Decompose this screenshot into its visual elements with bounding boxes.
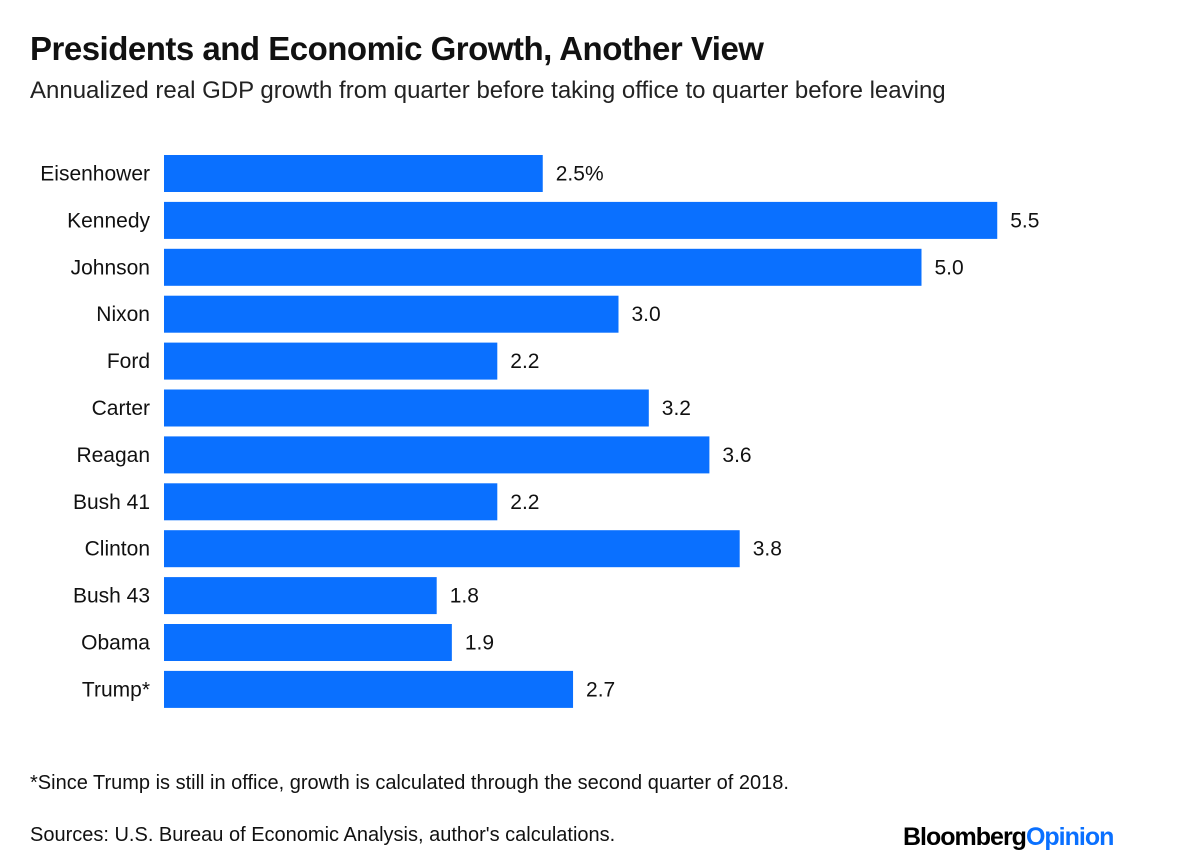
bar bbox=[164, 248, 922, 286]
logo-opinion: Opinion bbox=[1025, 823, 1114, 851]
category-label: Ford bbox=[107, 350, 150, 373]
bar bbox=[164, 624, 452, 661]
category-label: Obama bbox=[81, 632, 150, 655]
bar bbox=[164, 342, 498, 380]
footnote: *Since Trump is still in office, growth … bbox=[30, 772, 789, 794]
bar bbox=[164, 201, 998, 239]
bar bbox=[164, 670, 574, 708]
logo-bloomberg: Bloomberg bbox=[903, 823, 1027, 851]
chart-title: Presidents and Economic Growth, Another … bbox=[30, 30, 764, 67]
value-label: 2.5% bbox=[556, 163, 604, 186]
category-label: Bush 41 bbox=[73, 491, 150, 514]
value-label: 5.5 bbox=[1010, 209, 1039, 232]
category-label: Clinton bbox=[85, 538, 150, 561]
value-label: 3.6 bbox=[722, 444, 751, 467]
value-label: 1.9 bbox=[465, 632, 494, 655]
bar bbox=[164, 155, 543, 192]
value-label: 3.2 bbox=[662, 397, 691, 420]
category-label: Eisenhower bbox=[40, 163, 150, 186]
bloomberg-opinion-logo: BloombergOpinion bbox=[903, 823, 1114, 852]
value-label: 2.2 bbox=[510, 350, 539, 373]
bar bbox=[164, 436, 710, 474]
category-label: Kennedy bbox=[67, 209, 150, 232]
bar bbox=[164, 295, 619, 333]
category-label: Nixon bbox=[96, 303, 150, 326]
value-label: 2.7 bbox=[586, 678, 615, 701]
bar bbox=[164, 483, 498, 521]
category-label: Trump* bbox=[82, 678, 150, 701]
bar-chart: Eisenhower 2.5% Kennedy 5.5 Johnson 5.0 Nixon 3… bbox=[40, 155, 1039, 708]
bar bbox=[164, 389, 649, 427]
value-label: 1.8 bbox=[450, 585, 479, 608]
value-label: 3.0 bbox=[632, 303, 661, 326]
value-label: 3.8 bbox=[753, 538, 782, 561]
source-note: Sources: U.S. Bureau of Economic Analysi… bbox=[30, 824, 616, 846]
category-label: Johnson bbox=[71, 256, 150, 279]
bar bbox=[164, 530, 740, 568]
category-label: Bush 43 bbox=[73, 585, 150, 608]
chart-subtitle: Annualized real GDP growth from quarter … bbox=[30, 77, 946, 104]
bar bbox=[164, 577, 437, 615]
value-label: 5.0 bbox=[935, 256, 964, 279]
value-label: 2.2 bbox=[510, 491, 539, 514]
category-label: Carter bbox=[92, 397, 150, 420]
category-label: Reagan bbox=[76, 444, 150, 467]
